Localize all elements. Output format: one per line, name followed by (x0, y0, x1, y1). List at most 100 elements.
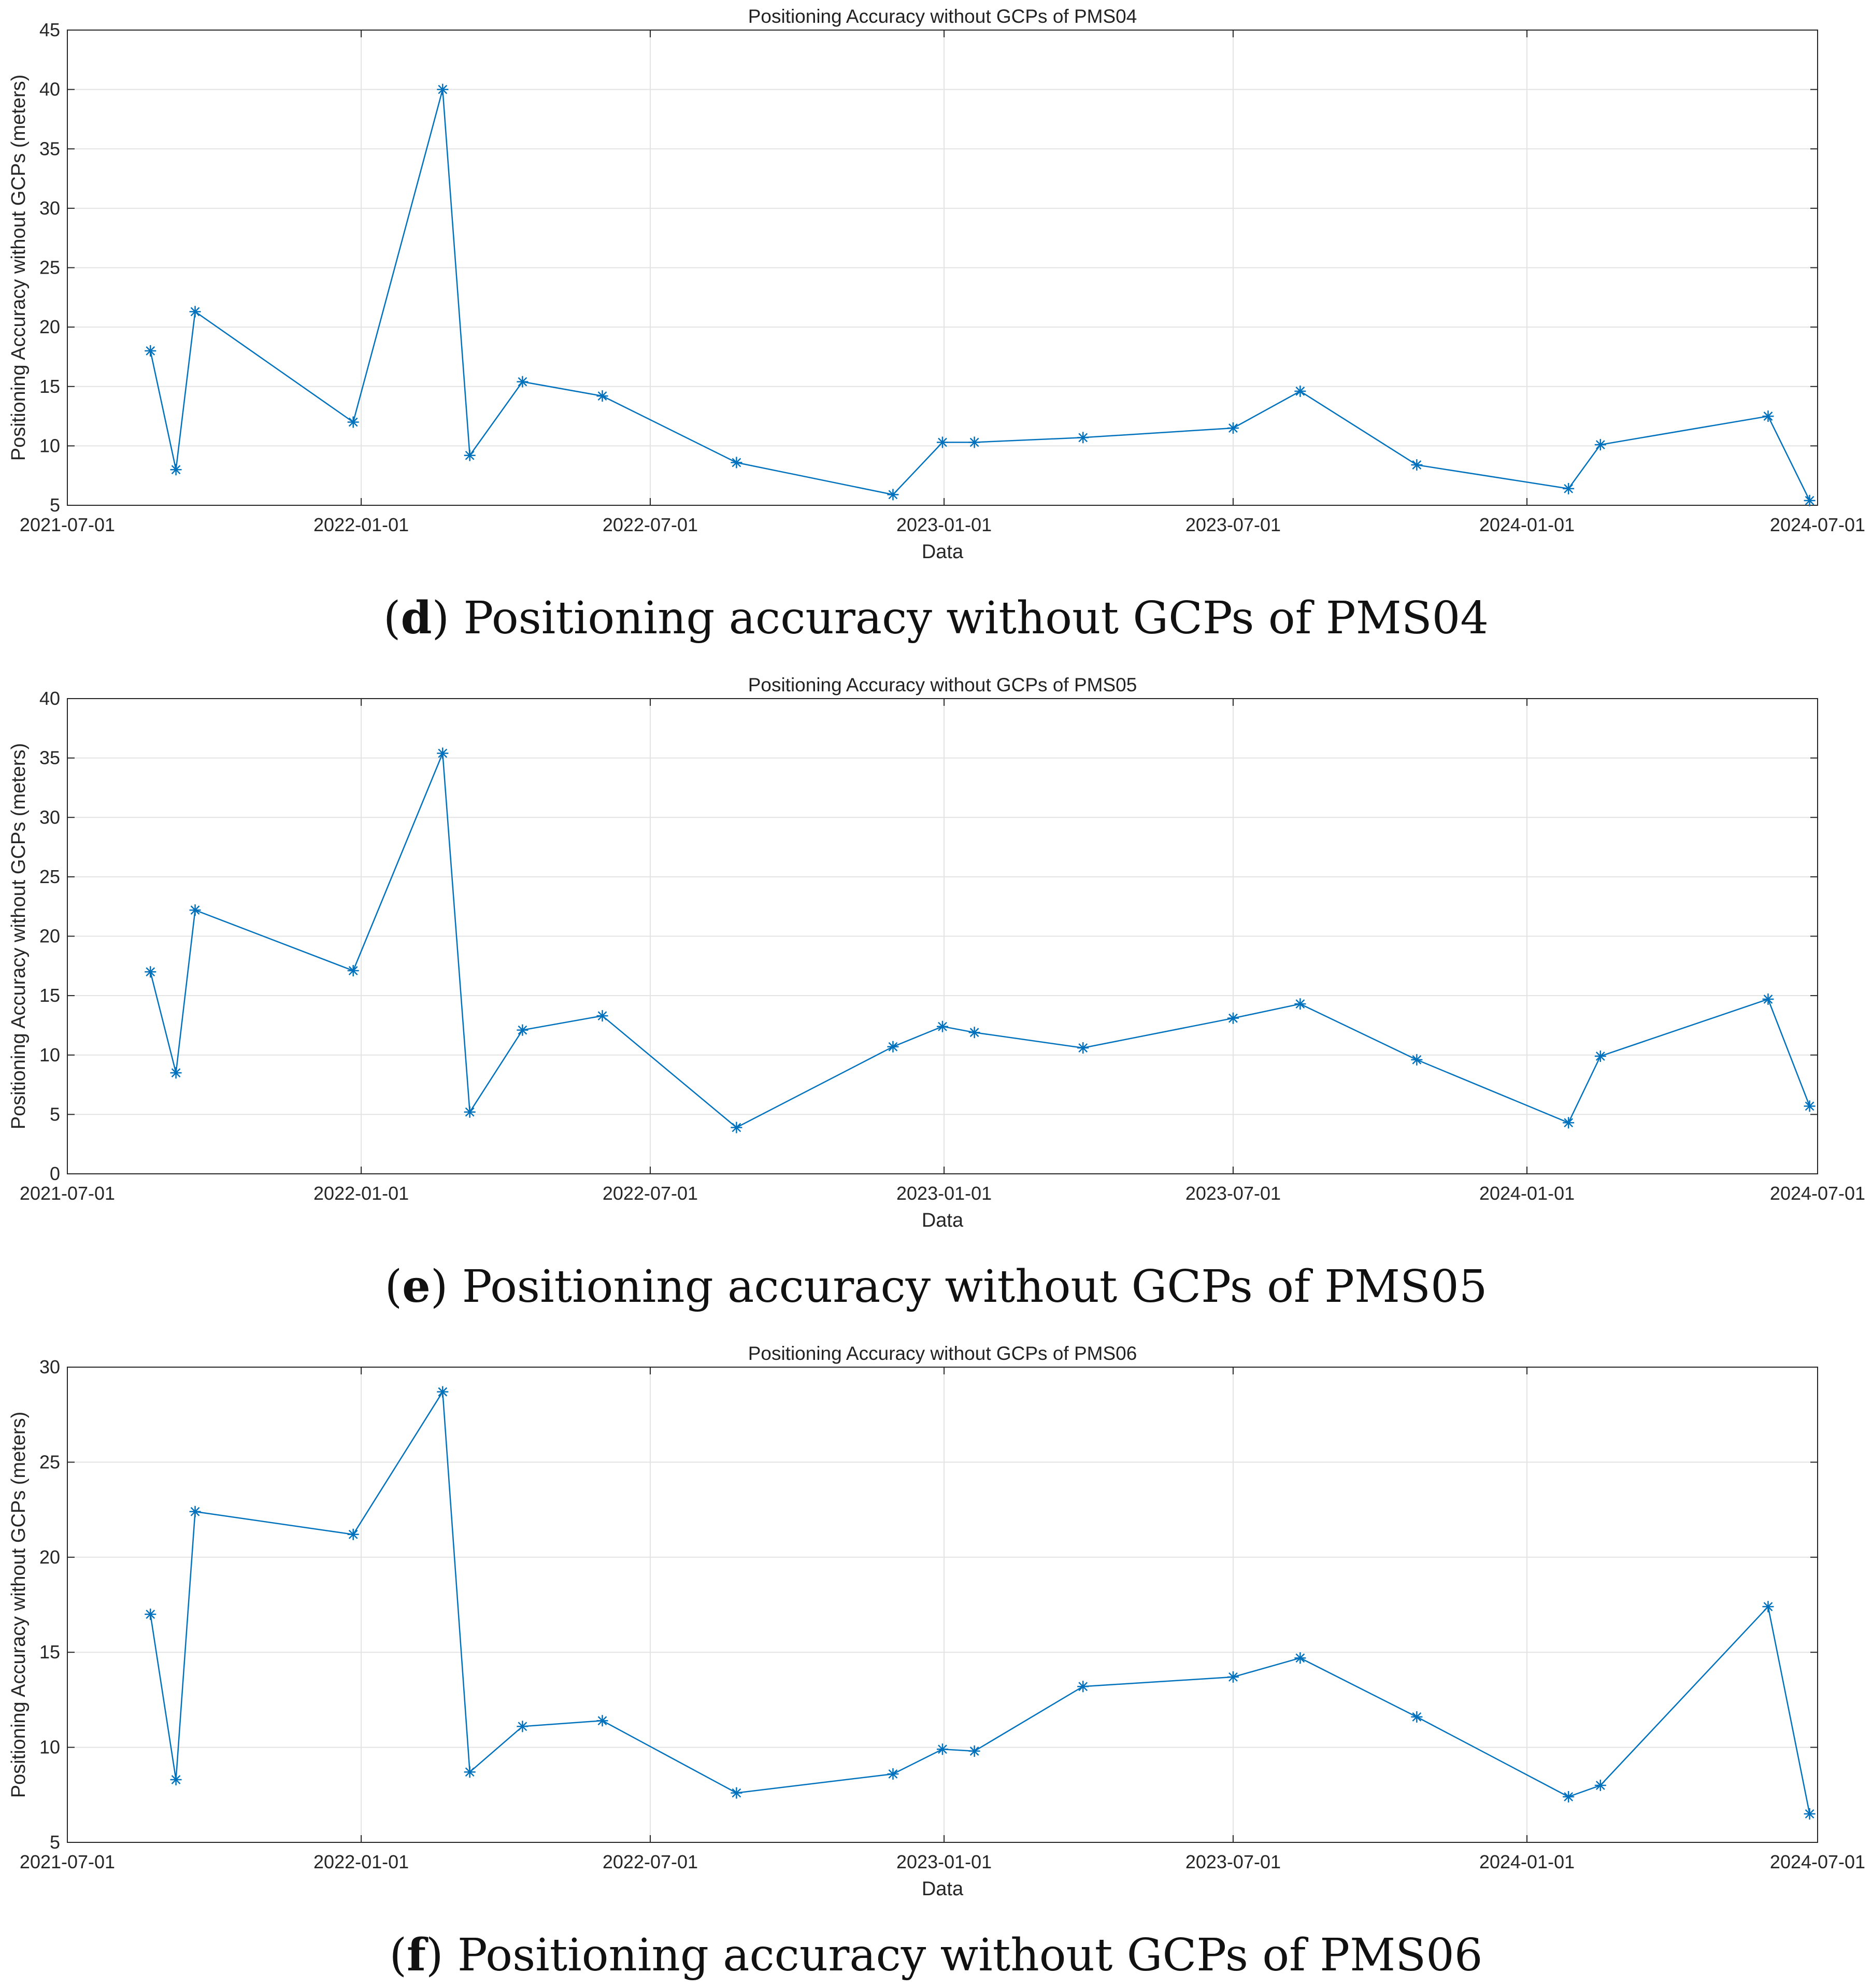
series-line (150, 1389, 1810, 1814)
data-point (189, 306, 201, 318)
data-point (464, 1106, 476, 1118)
data-point (968, 1027, 980, 1039)
data-point (189, 904, 201, 916)
y-tick-label: 10 (39, 1737, 60, 1758)
y-tick-label: 15 (39, 985, 60, 1006)
data-point (1411, 1054, 1423, 1066)
y-axis-label: Positioning Accuracy without GCPs (meter… (8, 1412, 30, 1798)
y-tick-label: 30 (39, 806, 60, 828)
caption-text: Positioning accuracy without GCPs of PMS… (443, 1929, 1483, 1981)
x-tick-label: 2024-01-01 (1479, 1851, 1575, 1872)
figure-caption: (d) Positioning accuracy without GCPs of… (383, 592, 1489, 644)
data-point (887, 1768, 899, 1780)
data-point (1294, 385, 1306, 397)
data-point (437, 747, 449, 759)
data-point (347, 1528, 359, 1540)
data-point (347, 964, 359, 976)
y-axis-label: Positioning Accuracy without GCPs (meter… (8, 743, 30, 1130)
caption-text: Positioning accuracy without GCPs of PMS… (448, 1261, 1488, 1313)
chart-pms05: 0 5 10 15 20 25 30 35 40 2021-07-01 2022-01-01 2022… (8, 674, 1865, 1231)
y-tick-label: 15 (39, 376, 60, 397)
data-point (1762, 410, 1774, 422)
data-point (1594, 1050, 1606, 1062)
x-tick-label: 2024-07-01 (1770, 1183, 1865, 1204)
data-point (1804, 494, 1816, 506)
x-tick-label: 2022-01-01 (313, 1851, 409, 1872)
plot-area (67, 1367, 1818, 1842)
x-axis-label: Data (922, 541, 964, 563)
data-point (1804, 1100, 1816, 1112)
data-point (170, 1773, 182, 1785)
y-tick-label: 20 (39, 1546, 60, 1568)
data-point (1762, 993, 1774, 1005)
y-tick-label: 25 (39, 1451, 60, 1472)
data-point (189, 1506, 201, 1517)
data-point (596, 1715, 608, 1727)
y-tick-label: 20 (39, 316, 60, 337)
data-point (968, 436, 980, 448)
x-tick-label: 2024-01-01 (1479, 1183, 1575, 1204)
data-point (937, 1020, 948, 1032)
data-point (517, 376, 528, 388)
data-point (170, 1067, 182, 1079)
caption-letter: d (401, 592, 432, 644)
series-line (150, 753, 1810, 1129)
figure-caption: (f) Positioning accuracy without GCPs of… (389, 1929, 1483, 1981)
chart-title: Positioning Accuracy without GCPs of PMS… (748, 6, 1137, 27)
x-tick-label: 2024-07-01 (1770, 514, 1865, 535)
chart-title: Positioning Accuracy without GCPs of PMS… (748, 674, 1137, 695)
x-tick-label: 2023-07-01 (1185, 514, 1281, 535)
x-tick-label: 2022-01-01 (313, 514, 409, 535)
y-tick-label: 5 (50, 1831, 60, 1853)
y-tick-label: 10 (39, 1044, 60, 1066)
data-point (731, 1787, 742, 1799)
data-point (1563, 482, 1575, 494)
x-tick-label: 2022-07-01 (603, 1851, 698, 1872)
x-tick-label: 2022-01-01 (313, 1183, 409, 1204)
x-tick-label: 2022-07-01 (603, 1183, 698, 1204)
chart-pms06: 5 10 15 20 25 30 2021-07-01 2022-01-01 2022-07-0… (8, 1343, 1865, 1900)
data-point (1227, 422, 1239, 434)
x-tick-label: 2023-07-01 (1185, 1183, 1281, 1204)
x-tick-label: 2023-01-01 (896, 1851, 992, 1872)
data-point (937, 1743, 948, 1755)
data-point (1411, 459, 1423, 471)
data-point (437, 1386, 449, 1398)
data-point (1563, 1117, 1575, 1129)
data-point (731, 457, 742, 468)
data-point (731, 1121, 742, 1133)
y-tick-label: 10 (39, 435, 60, 456)
y-tick-label: 35 (39, 138, 60, 159)
chart-title: Positioning Accuracy without GCPs of PMS… (748, 1343, 1137, 1364)
series-line (150, 89, 1810, 501)
data-point (464, 449, 476, 461)
y-tick-label: 20 (39, 926, 60, 947)
x-tick-label: 2024-01-01 (1479, 514, 1575, 535)
y-tick-label: 15 (39, 1641, 60, 1663)
data-point (1294, 998, 1306, 1010)
y-tick-label: 25 (39, 866, 60, 887)
data-point (968, 1745, 980, 1757)
y-tick-label: 45 (39, 19, 60, 40)
data-point (887, 1041, 899, 1053)
data-point (1077, 1681, 1089, 1693)
x-tick-label: 2023-07-01 (1185, 1851, 1281, 1872)
data-point (1294, 1652, 1306, 1664)
data-point (464, 1766, 476, 1778)
y-tick-label: 40 (39, 688, 60, 709)
caption-letter: f (407, 1929, 426, 1981)
y-tick-label: 30 (39, 197, 60, 219)
data-point (517, 1721, 528, 1733)
x-tick-label: 2023-01-01 (896, 514, 992, 535)
data-point (347, 416, 359, 428)
x-axis-label: Data (922, 1210, 964, 1231)
data-point (1594, 439, 1606, 451)
y-tick-label: 0 (50, 1163, 60, 1184)
x-tick-label: 2021-07-01 (20, 1851, 115, 1872)
y-tick-label: 25 (39, 257, 60, 278)
data-point (1411, 1711, 1423, 1723)
data-point (887, 489, 899, 501)
data-point (517, 1024, 528, 1036)
data-point (1804, 1808, 1816, 1820)
data-point (1762, 1601, 1774, 1613)
